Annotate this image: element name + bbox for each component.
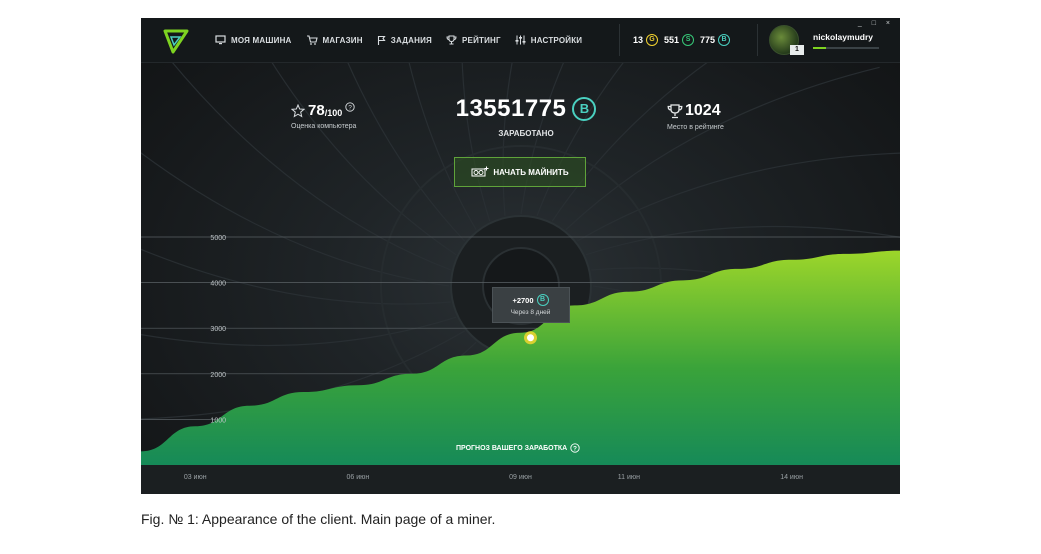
cart-icon (306, 35, 318, 45)
gpu-card-icon (471, 166, 489, 177)
nav-tasks[interactable]: ЗАДАНИЯ (377, 35, 432, 45)
window-controls[interactable]: _ □ × (857, 20, 894, 27)
trophy-icon (446, 35, 457, 45)
turbine-blade (576, 152, 900, 242)
turbine-blade (141, 316, 457, 347)
nav-tasks-label: ЗАДАНИЯ (390, 35, 432, 45)
user-level-badge: 1 (790, 45, 804, 55)
tooltip-subtext: Через 8 дней (510, 309, 551, 316)
s-coin-icon: S (682, 34, 695, 46)
svg-text:?: ? (348, 104, 352, 111)
balances: 13 G 551 S 775 B (633, 18, 736, 62)
miner-client-window: МОЯ МАШИНА МАГАЗИН ЗАДАНИЯ РЕЙТИНГ НАСТР… (141, 18, 900, 494)
flag-icon (377, 35, 386, 45)
topbar-divider (619, 24, 620, 56)
figure-caption: Fig. № 1: Appearance of the client. Main… (141, 511, 496, 527)
earned-value: 13551775 (455, 95, 567, 122)
y-tick-label: 5000 (210, 235, 226, 242)
top-bar: МОЯ МАШИНА МАГАЗИН ЗАДАНИЯ РЕЙТИНГ НАСТР… (141, 18, 900, 63)
x-tick-label: 06 июн (346, 474, 369, 481)
computer-score: 78 /100 ? Оценка компьютера (291, 101, 391, 130)
score-max: /100 (324, 107, 343, 118)
balance-b-value: 775 (700, 35, 716, 45)
y-tick-label: 3000 (210, 326, 226, 333)
forecast-label: ПРОГНОЗ ВАШЕГО ЗАРАБОТКА ? (456, 443, 580, 453)
turbine-blade (167, 57, 452, 271)
y-tick-label: 4000 (210, 281, 226, 288)
nav-rating-label: РЕЙТИНГ (462, 35, 501, 45)
x-tick-label: 03 июн (184, 474, 207, 481)
balance-b: 775 B (700, 34, 731, 46)
xp-progress-bar (813, 47, 879, 49)
nav-shop-label: МАГАЗИН (322, 35, 363, 45)
start-mining-button[interactable]: НАЧАТЬ МАЙНИТЬ (454, 157, 586, 187)
turbine-blade (399, 18, 477, 231)
nav-my-machine-label: МОЯ МАШИНА (231, 35, 292, 45)
balance-gold-value: 13 (633, 35, 644, 45)
highlight-point[interactable] (524, 331, 537, 345)
user-panel[interactable]: 1 nickolaymudry (769, 18, 900, 62)
nav-shop[interactable]: МАГАЗИН (306, 35, 363, 45)
y-tick-label: 1000 (210, 417, 226, 424)
y-tick-label: 2000 (210, 372, 226, 379)
nav-settings[interactable]: НАСТРОЙКИ (515, 35, 582, 45)
b-coin-large-icon: B (572, 97, 597, 121)
score-value: 78 (308, 102, 325, 119)
username: nickolaymudry (813, 32, 873, 42)
turbine-blade (585, 225, 900, 256)
turbine-blade (141, 152, 450, 287)
earned-label: ЗАРАБОТАНО (498, 129, 554, 138)
x-tick-label: 11 июн (618, 474, 640, 481)
earned-total: 13551775 B ЗАРАБОТАНО (441, 95, 611, 138)
help-icon[interactable]: ? (570, 443, 580, 453)
earnings-forecast-chart: 1000 2000 3000 4000 5000 03 июн 06 июн 09 июн 1… (141, 235, 900, 494)
balance-silver: 551 S (664, 34, 695, 46)
balance-gold: 13 G (633, 34, 659, 46)
turbine-blade (141, 248, 451, 305)
x-tick-label: 14 июн (780, 474, 803, 481)
start-mining-label: НАЧАТЬ МАЙНИТЬ (493, 167, 569, 177)
score-label: Оценка компьютера (291, 123, 357, 130)
xp-progress-fill (813, 47, 827, 49)
topbar-divider (757, 24, 758, 56)
turbine-blade (329, 18, 466, 242)
forecast-area (141, 250, 900, 465)
nav-my-machine[interactable]: МОЯ МАШИНА (215, 35, 292, 45)
balance-silver-value: 551 (664, 35, 680, 45)
help-icon[interactable]: ? (345, 101, 355, 112)
svg-text:?: ? (573, 445, 577, 452)
x-tick-label: 09 июн (509, 474, 532, 481)
gold-coin-icon: G (646, 34, 659, 46)
forecast-label-text: ПРОГНОЗ ВАШЕГО ЗАРАБОТКА (456, 444, 568, 452)
rating-place: 1024 Место в рейтинге (667, 102, 747, 131)
b-coin-icon: B (718, 34, 731, 46)
app-logo-icon[interactable] (163, 28, 189, 54)
sliders-icon (515, 35, 526, 45)
rank-value: 1024 (685, 102, 721, 119)
forecast-tooltip: +2700 B Через 8 дней (491, 287, 570, 323)
turbine-blade (565, 66, 880, 231)
monitor-icon (215, 35, 226, 45)
x-axis-band (141, 465, 900, 494)
rank-label: Место в рейтинге (667, 124, 724, 131)
b-coin-icon: B (536, 294, 549, 306)
nav-rating[interactable]: РЕЙТИНГ (446, 35, 501, 45)
main-nav: МОЯ МАШИНА МАГАЗИН ЗАДАНИЯ РЕЙТИНГ НАСТР… (215, 18, 596, 62)
star-outline-icon (291, 103, 305, 118)
tooltip-value: +2700 (512, 295, 534, 305)
nav-settings-label: НАСТРОЙКИ (530, 35, 583, 45)
trophy-icon (667, 103, 683, 118)
